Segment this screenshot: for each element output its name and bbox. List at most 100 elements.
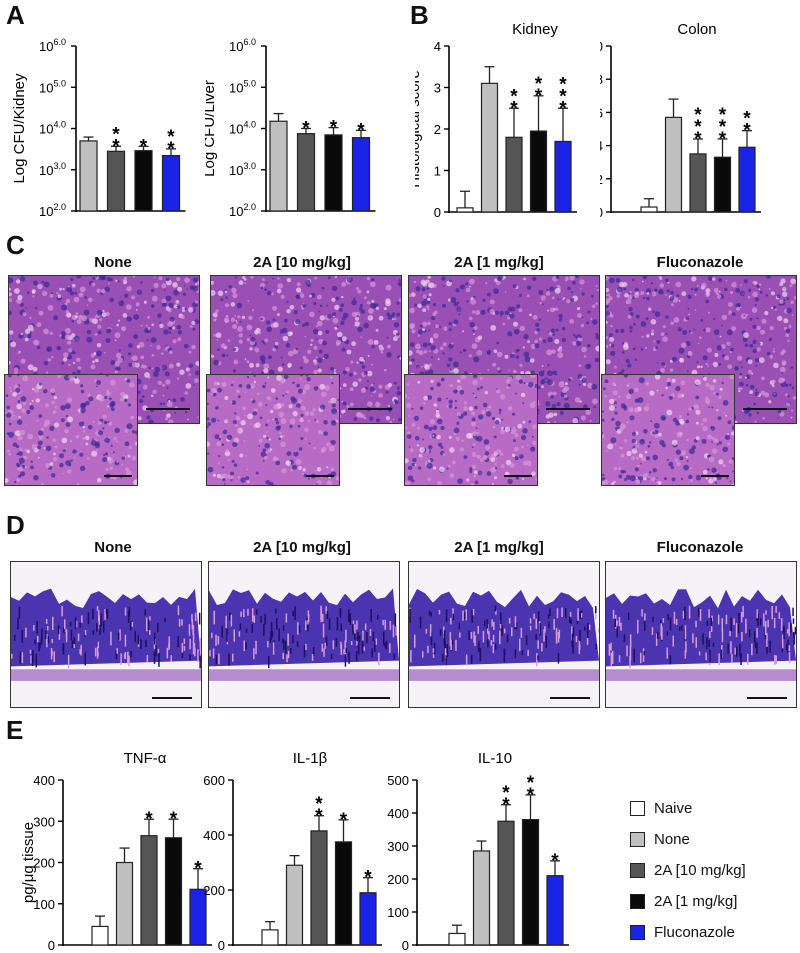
y-tick-label: 6 xyxy=(600,105,603,120)
legend-label: 2A [1 mg/kg] xyxy=(654,893,738,910)
y-tick-label: 102.0 xyxy=(39,202,66,219)
significance-star: * xyxy=(112,136,120,157)
legend: Naive None 2A [10 mg/kg] 2A [1 mg/kg] Fl… xyxy=(630,793,746,948)
scale-bar xyxy=(146,408,190,410)
bar xyxy=(161,155,181,212)
y-axis-label: Histological score xyxy=(415,70,423,188)
significance-star: * xyxy=(535,74,543,95)
significance-star: * xyxy=(694,105,702,126)
bar xyxy=(334,841,353,946)
significance-star: * xyxy=(510,98,518,119)
bar xyxy=(664,116,683,213)
chart-title: TNF-α xyxy=(124,750,167,767)
tnf-alpha-chart: TNF-α pg/μg tissue 0 100 200 300 400 * * * xyxy=(20,750,212,953)
legend-swatch xyxy=(630,925,645,940)
y-tick-label: 600 xyxy=(203,773,225,788)
scale-bar xyxy=(701,475,729,477)
significance-star: * xyxy=(502,795,510,816)
y-tick-label: 500 xyxy=(387,773,409,788)
legend-item-2a-10: 2A [10 mg/kg] xyxy=(630,855,746,886)
legend-item-none: None xyxy=(630,824,746,855)
y-tick-label: 0 xyxy=(48,938,55,953)
y-tick-label: 104.0 xyxy=(39,120,66,137)
chart-title: Kidney xyxy=(512,21,558,38)
significance-star: * xyxy=(364,868,372,889)
y-tick-label: 103.0 xyxy=(229,161,256,178)
panel-letter-c: C xyxy=(6,230,25,260)
bar xyxy=(738,146,756,213)
y-tick-label: 106.0 xyxy=(39,37,66,54)
y-tick-label: 0 xyxy=(402,938,409,953)
tissue-texture xyxy=(5,375,137,485)
scale-bar xyxy=(306,475,334,477)
significance-star: * xyxy=(194,859,202,880)
bar xyxy=(640,206,658,213)
colon-micrograph xyxy=(605,561,797,708)
significance-star: * xyxy=(719,105,727,126)
scale-bar xyxy=(550,697,590,699)
bar xyxy=(529,130,548,213)
legend-swatch xyxy=(630,894,645,909)
bar xyxy=(269,120,288,212)
legend-item-fluconazole: Fluconazole xyxy=(630,917,746,948)
y-tick-label: 103.0 xyxy=(39,161,66,178)
micrograph-label: Fluconazole xyxy=(656,254,744,271)
y-tick-label: 0 xyxy=(218,938,225,953)
y-axis-label: Log CFU/Kidney xyxy=(11,73,28,184)
y-tick-label: 300 xyxy=(387,839,409,854)
significance-star: * xyxy=(527,785,535,806)
micrograph-label: 2A [10 mg/kg] xyxy=(253,254,351,271)
y-tick-label: 10 xyxy=(600,39,603,54)
y-tick-label: 106.0 xyxy=(229,37,256,54)
bar xyxy=(261,929,279,946)
colon-micrograph xyxy=(208,561,400,708)
bar xyxy=(296,133,316,212)
significance-star: * xyxy=(743,109,751,130)
significance-star: * xyxy=(170,809,178,830)
kidney-inset xyxy=(601,374,735,486)
bar xyxy=(505,136,523,213)
legend-label: 2A [10 mg/kg] xyxy=(654,862,746,879)
y-tick-label: 0 xyxy=(434,205,441,220)
y-tick-label: 2 xyxy=(434,122,441,137)
legend-item-naive: Naive xyxy=(630,793,746,824)
legend-label: Naive xyxy=(654,800,693,817)
y-tick-label: 100 xyxy=(33,897,55,912)
significance-star: * xyxy=(330,118,338,139)
bar xyxy=(164,837,183,946)
micrograph-label: 2A [10 mg/kg] xyxy=(253,539,351,556)
micrograph-label: None xyxy=(94,254,132,271)
bar xyxy=(472,850,491,946)
colon-texture xyxy=(11,562,201,707)
legend-item-2a-1: 2A [1 mg/kg] xyxy=(630,886,746,917)
scale-bar xyxy=(747,697,787,699)
significance-star: * xyxy=(315,794,323,815)
histology-colon-chart: Colon0246810******** xyxy=(600,21,761,220)
significance-star: * xyxy=(527,773,535,794)
chart-title: IL-10 xyxy=(478,750,512,767)
legend-swatch xyxy=(630,863,645,878)
y-tick-label: 4 xyxy=(600,139,603,154)
bar xyxy=(521,818,540,946)
y-tick-label: 104.0 xyxy=(229,120,256,137)
panel-letter-e: E xyxy=(6,715,24,745)
y-tick-label: 2 xyxy=(600,172,603,187)
significance-star: * xyxy=(694,117,702,138)
legend-label: Fluconazole xyxy=(654,924,735,941)
bar xyxy=(134,150,153,212)
colon-micrograph xyxy=(408,561,600,708)
y-tick-label: 1 xyxy=(434,164,441,179)
y-tick-label: 105.0 xyxy=(39,78,66,95)
bar xyxy=(115,861,134,946)
cfu-liver-chart: Log CFU/Liver 102.0 103.0 104.0 105.0 106.0 * *… xyxy=(205,37,376,219)
bar xyxy=(324,134,343,212)
significance-star: * xyxy=(551,851,559,872)
significance-star: * xyxy=(357,120,365,141)
significance-star: * xyxy=(167,139,175,160)
tissue-texture xyxy=(207,375,339,485)
colon-texture xyxy=(409,562,599,707)
y-tick-label: 200 xyxy=(387,872,409,887)
chart-title: IL-1β xyxy=(293,750,328,767)
